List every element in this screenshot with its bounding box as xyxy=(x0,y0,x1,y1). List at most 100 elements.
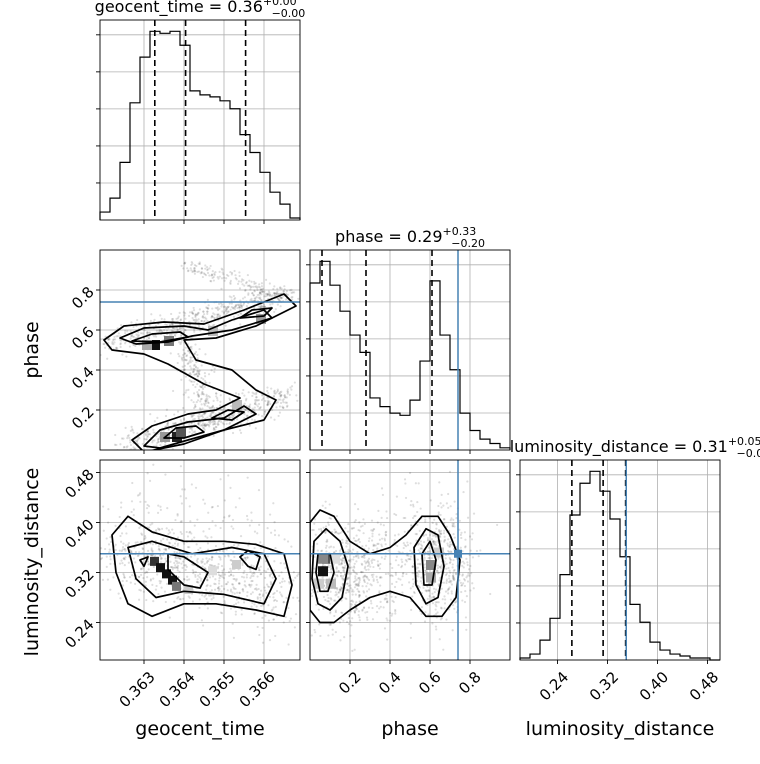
sample-point xyxy=(272,394,276,397)
sample-point xyxy=(448,574,451,577)
sample-point xyxy=(363,578,366,581)
sample-point xyxy=(183,564,186,567)
sample-point xyxy=(215,395,218,398)
sample-point xyxy=(454,600,458,603)
sample-point xyxy=(435,522,438,525)
sample-point xyxy=(173,327,176,330)
sample-point xyxy=(220,590,223,593)
sample-point xyxy=(410,499,413,503)
sample-point xyxy=(227,515,231,518)
sample-point xyxy=(179,342,182,346)
sample-point xyxy=(335,514,339,518)
sample-point xyxy=(134,541,137,544)
sample-point xyxy=(135,440,139,443)
sample-point xyxy=(434,588,438,591)
sample-point xyxy=(200,270,203,274)
sample-point xyxy=(297,581,299,583)
sample-point xyxy=(134,439,137,442)
sample-point xyxy=(141,547,144,550)
sample-point xyxy=(403,544,406,547)
sample-point xyxy=(272,592,275,596)
sample-point xyxy=(131,481,134,485)
sample-point xyxy=(282,398,285,401)
sample-point xyxy=(339,586,342,589)
sample-point xyxy=(346,588,349,591)
sample-point xyxy=(448,545,451,548)
sample-point xyxy=(422,541,426,544)
sample-point xyxy=(191,383,195,387)
sample-point xyxy=(246,419,249,422)
sample-point xyxy=(230,302,233,305)
sample-point xyxy=(397,563,400,567)
sample-point xyxy=(119,335,122,338)
sample-point xyxy=(415,571,419,574)
sample-point xyxy=(409,542,412,545)
sample-point xyxy=(347,522,350,526)
sample-point xyxy=(141,547,145,551)
sample-point xyxy=(349,558,352,561)
sample-point xyxy=(442,504,445,507)
sample-point xyxy=(119,342,122,345)
sample-point xyxy=(227,305,230,308)
sample-point xyxy=(105,565,108,568)
sample-point xyxy=(151,439,154,442)
sample-point xyxy=(210,556,214,559)
sample-point xyxy=(226,306,229,309)
sample-point xyxy=(156,416,159,419)
sample-point xyxy=(433,591,436,594)
sample-point xyxy=(195,372,198,375)
sample-point xyxy=(266,403,269,406)
sample-point xyxy=(377,509,380,512)
sample-point xyxy=(222,312,226,315)
sample-point xyxy=(344,591,348,594)
sample-point xyxy=(219,558,222,561)
sample-point xyxy=(211,405,214,408)
sample-point xyxy=(393,538,396,542)
sample-point xyxy=(239,312,242,315)
sample-point xyxy=(200,393,203,396)
x-tick-label: 0.363 xyxy=(116,668,159,711)
sample-point xyxy=(284,616,287,619)
sample-point xyxy=(193,367,196,371)
sample-point xyxy=(190,356,193,359)
sample-point xyxy=(437,513,440,516)
sample-point xyxy=(358,619,361,622)
sample-point xyxy=(207,423,210,427)
sample-point xyxy=(146,576,149,579)
sample-point xyxy=(189,365,192,368)
sample-point xyxy=(159,556,163,559)
sample-point xyxy=(228,302,231,305)
sample-point xyxy=(461,573,464,576)
sample-point xyxy=(334,609,337,612)
sample-point xyxy=(455,517,458,520)
sample-point xyxy=(206,310,209,313)
sample-point xyxy=(244,408,247,411)
sample-point xyxy=(263,586,266,589)
sample-point xyxy=(262,604,265,607)
sample-point xyxy=(382,606,385,609)
sample-point xyxy=(278,411,282,414)
sample-point xyxy=(130,334,133,337)
sample-point xyxy=(241,563,244,567)
sample-point xyxy=(250,511,253,514)
sample-point xyxy=(340,561,343,565)
sample-point xyxy=(289,386,292,389)
sample-point xyxy=(449,558,453,561)
sample-point xyxy=(126,437,129,440)
sample-point xyxy=(194,313,197,316)
sample-point xyxy=(213,272,216,275)
sample-point xyxy=(279,398,282,401)
sample-point xyxy=(222,305,225,309)
sample-point xyxy=(97,355,99,357)
sample-point xyxy=(257,296,260,299)
sample-point xyxy=(191,262,194,265)
sample-point xyxy=(203,422,207,425)
sample-point xyxy=(442,581,446,584)
panel-frame xyxy=(99,459,301,661)
sample-point xyxy=(186,546,190,549)
sample-point xyxy=(437,511,440,514)
sample-point xyxy=(411,572,414,575)
sample-point xyxy=(323,531,327,534)
sample-point xyxy=(189,426,192,430)
sample-point xyxy=(185,530,188,534)
